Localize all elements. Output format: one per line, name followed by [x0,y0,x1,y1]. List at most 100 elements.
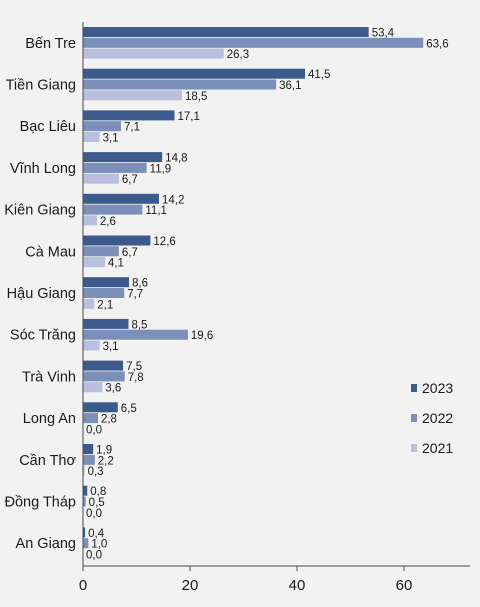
data-label: 0,4 [88,528,105,540]
data-label: 0,0 [86,508,102,520]
category-labels: Bến Tre Tiền Giang Bạc Liêu Vĩnh Long Kiên G… [4,36,76,552]
category-label: Sóc Trăng [10,328,76,344]
category-group: 53,4 63,6 26,3 [83,27,449,61]
category-label: An Giang [16,536,76,552]
bar-2023 [83,193,159,204]
data-label: 63,6 [426,38,448,50]
data-label: 0,8 [90,486,106,498]
bar-2023 [83,110,175,121]
data-label: 2,2 [98,455,114,467]
bar-2021 [83,173,119,184]
legend-label: 2022 [422,410,453,426]
bar-2021 [83,382,103,393]
category-group: 41,5 36,1 18,5 [83,68,330,103]
data-label: 36,1 [279,80,301,92]
bar-2022 [83,413,98,424]
x-axis: 0 20 40 60 [79,22,470,594]
x-tick-label: 20 [182,577,199,594]
bar-2021 [83,465,85,476]
bar-2023 [83,235,151,246]
data-label: 14,8 [165,153,187,165]
data-label: 0,0 [86,550,102,562]
bar-2021 [83,215,97,226]
category-label: Bến Tre [25,36,76,52]
data-label: 19,6 [191,330,213,342]
data-label: 11,9 [150,163,172,175]
legend-swatch-2022 [411,414,417,422]
category-group: 1,92,20,3 [83,444,114,478]
data-label: 2,1 [97,299,113,311]
data-label: 1,0 [91,539,107,551]
category-group: 0,80,50,0 [83,485,106,520]
category-group: 8,5 19,6 3,1 [83,318,213,353]
bar-2022 [83,79,277,90]
data-label: 4,1 [108,258,124,270]
data-label: 3,1 [103,341,119,353]
bar-2023 [83,527,86,538]
bar-2022 [83,162,147,173]
legend-swatch-2021 [411,444,417,452]
category-label: Hậu Giang [7,286,76,302]
data-label: 6,5 [121,403,137,415]
bar-2022 [83,246,119,257]
bar-2023 [83,485,88,496]
legend: 2023 2022 2021 [411,380,453,456]
bar-2022 [83,454,95,465]
data-label: 6,7 [122,247,138,259]
category-group: 14,811,9 6,7 [83,152,188,186]
bar-2021 [83,48,224,59]
bar-2022 [83,538,89,549]
bar-2021 [83,257,105,268]
bar-2023 [83,444,94,454]
data-label: 7,1 [124,122,140,134]
data-label: 1,9 [96,445,112,457]
category-label: Long An [23,411,76,427]
bar-2023 [83,152,163,163]
category-label: Bạc Liêu [20,119,76,135]
plot-area: 53,463,626,341,536,118,517,17,13,114,811… [83,27,449,562]
data-label: 7,7 [127,289,143,301]
data-label: 7,8 [128,372,144,384]
bar-2021 [83,90,182,101]
bar-2023 [83,68,306,79]
bar-2023 [83,27,369,37]
x-tick-label: 40 [289,577,306,594]
category-label: Trà Vinh [22,369,76,385]
category-label: Cần Thơ [19,453,76,469]
bar-2023 [83,360,124,371]
bar-2022 [83,329,188,340]
data-label: 0,3 [88,466,104,478]
bar-2022 [83,121,121,132]
legend-label: 2023 [422,380,453,396]
data-label: 3,6 [105,383,121,395]
data-label: 17,1 [177,111,199,123]
bar-2021 [83,298,95,309]
data-label: 8,5 [131,319,147,331]
data-label: 11,1 [145,205,167,217]
data-label: 2,6 [100,216,116,228]
bar-2023 [83,402,118,413]
x-tick-label: 0 [79,577,87,594]
data-label: 12,6 [153,236,175,248]
bar-2021 [83,340,100,351]
bar-2023 [83,318,129,329]
category-group: 17,1 7,1 3,1 [83,110,200,145]
category-label: Tiền Giang [6,78,76,94]
bar-2022 [83,37,424,48]
category-label: Vĩnh Long [10,161,76,177]
bar-2022 [83,288,125,298]
data-label: 18,5 [185,91,207,103]
category-group: 6,5 2,80,0 [83,402,137,436]
data-label: 3,1 [103,133,119,145]
x-tick-label: 60 [396,577,413,594]
category-label: Đồng Tháp [5,495,76,511]
bar-2021 [83,132,100,142]
data-label: 53,4 [372,28,395,40]
legend-label: 2021 [422,440,453,456]
category-group: 14,211,1 2,6 [83,193,184,228]
data-label: 6,7 [122,174,138,186]
legend-swatch-2023 [411,384,417,392]
bar-2022 [83,496,86,507]
